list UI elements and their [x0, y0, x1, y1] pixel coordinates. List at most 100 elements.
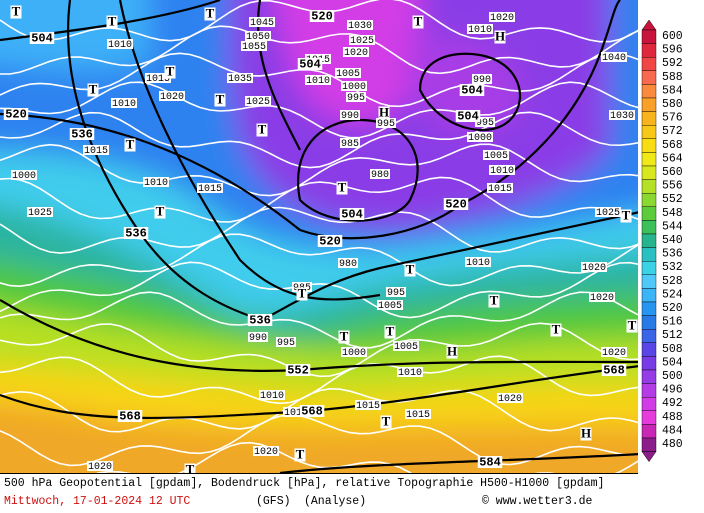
legend-swatch	[641, 424, 657, 439]
isobars	[0, 0, 638, 473]
geopotential-label: 520	[319, 235, 341, 249]
pressure-label: 995	[476, 118, 494, 129]
pressure-label-bg	[159, 91, 185, 101]
legend-label: 512	[662, 329, 683, 342]
legend-swatch	[641, 410, 657, 425]
pressure-center-bg	[106, 15, 118, 29]
pressure-label-bg	[145, 73, 171, 83]
isobar	[0, 176, 638, 223]
pressure-center-bg	[412, 15, 424, 29]
pressure-label-bg	[475, 117, 495, 127]
legend-swatch	[641, 397, 657, 412]
legend-swatch	[641, 57, 657, 72]
pressure-label-bg	[245, 31, 271, 41]
pressure-label-bg	[346, 92, 366, 102]
map-border	[0, 473, 638, 474]
pressure-label: 1020	[582, 263, 606, 274]
pressure-center: H	[581, 425, 591, 440]
pressure-label: 1025	[28, 208, 52, 219]
legend-swatch	[641, 165, 657, 180]
isobar	[0, 291, 638, 349]
geopotential-label: 584	[479, 456, 501, 470]
pressure-label: 990	[249, 333, 267, 344]
pressure-label: 1010	[466, 258, 490, 269]
pressure-center: T	[406, 261, 415, 276]
pressure-label: 1015	[84, 146, 108, 157]
geopotential-label-bg	[3, 108, 29, 120]
pressure-label-bg	[349, 35, 375, 45]
pressure-center-bg	[384, 325, 396, 339]
pressure-label-bg	[472, 74, 492, 84]
legend-swatch	[641, 84, 657, 99]
pressure-center: T	[166, 63, 175, 78]
pressure-label-bg	[338, 258, 358, 268]
pressure-center-bg	[404, 263, 416, 277]
pressure-center: T	[622, 207, 631, 222]
pressure-label-bg	[465, 257, 491, 267]
pressure-label-bg	[11, 170, 37, 180]
geopotential-label: 504	[457, 110, 479, 124]
pressure-center-bg	[338, 330, 350, 344]
pressure-label: 1020	[490, 13, 514, 24]
legend-label: 540	[662, 234, 683, 247]
geopotential-label: 536	[125, 227, 147, 241]
legend-label: 500	[662, 370, 683, 383]
pressure-label-bg	[253, 446, 279, 456]
pressure-label: 1015	[406, 410, 430, 421]
pressure-center-bg	[550, 323, 562, 337]
color-legend: 6005965925885845805765725685645605565525…	[641, 19, 683, 463]
pressure-center-bg	[620, 209, 632, 223]
pressure-label-bg	[581, 262, 607, 272]
legend-label: 588	[662, 71, 683, 84]
footer-description: 500 hPa Geopotential [gpdam], Bodendruck…	[4, 477, 604, 490]
legend-label: 492	[662, 397, 683, 410]
pressure-label-bg	[377, 300, 403, 310]
pressure-center: T	[298, 285, 307, 300]
pressure-center-bg	[446, 345, 458, 359]
pressure-center-bg	[164, 65, 176, 79]
geopotential-label-bg	[443, 198, 469, 210]
pressure-label: 1005	[378, 301, 402, 312]
legend-swatch	[641, 383, 657, 398]
geopotential-label: 536	[249, 314, 271, 328]
legend-swatch	[641, 315, 657, 330]
legend-label: 504	[662, 356, 683, 369]
geopotential-label-bg	[455, 110, 481, 122]
pressure-label: 1010	[112, 99, 136, 110]
pressure-label-bg	[197, 183, 223, 193]
pressure-center: T	[338, 179, 347, 194]
isobar	[0, 143, 638, 197]
pressure-center: T	[382, 413, 391, 428]
pressure-label: 1010	[284, 408, 308, 419]
pressure-center-bg	[296, 287, 308, 301]
pressure-label: 1020	[498, 394, 522, 405]
geopotential-label: 520	[445, 198, 467, 212]
pressure-label-bg	[305, 75, 331, 85]
pressure-label: 1025	[246, 97, 270, 108]
pressure-label: 1000	[468, 133, 492, 144]
legend-swatch	[641, 29, 657, 44]
pressure-label-bg	[405, 409, 431, 419]
pressure-label: 995	[377, 119, 395, 130]
pressure-center-bg	[380, 415, 392, 429]
pressure-label: 985	[341, 139, 359, 150]
legend-label: 548	[662, 207, 683, 220]
legend-label: 600	[662, 30, 683, 43]
pressure-center-bg	[10, 5, 22, 19]
legend-label: 532	[662, 261, 683, 274]
pressure-label-bg	[483, 150, 509, 160]
pressure-label: 1010	[490, 166, 514, 177]
isobar	[0, 387, 638, 433]
legend-swatch	[641, 97, 657, 112]
isobar	[0, 111, 638, 169]
pressure-center-bg	[294, 448, 306, 462]
legend-label: 552	[662, 193, 683, 206]
pressure-label: 980	[371, 170, 389, 181]
legend-label: 596	[662, 44, 683, 57]
pressure-center: T	[386, 323, 395, 338]
footer-model: (GFS)	[256, 495, 291, 508]
pressure-center-bg	[580, 427, 592, 441]
pressure-center-bg	[87, 83, 99, 97]
legend-label: 576	[662, 112, 683, 125]
isobar	[0, 25, 638, 75]
